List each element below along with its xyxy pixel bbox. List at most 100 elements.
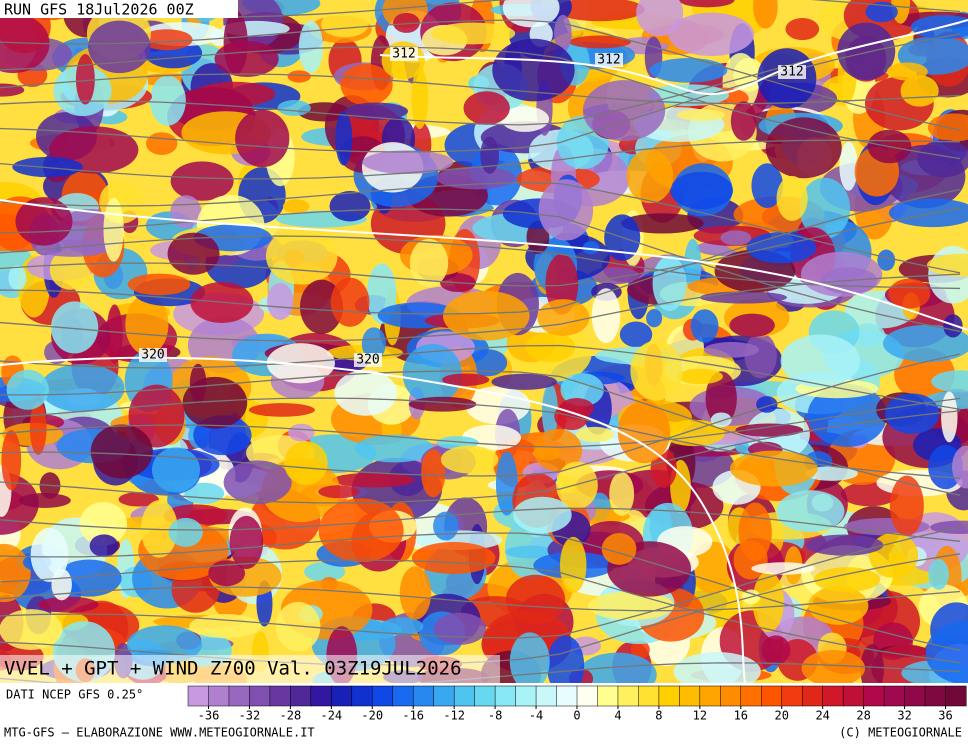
- blob: [569, 35, 631, 49]
- blob: [287, 70, 311, 83]
- streamline: [0, 235, 961, 290]
- blob: [463, 91, 510, 125]
- blob: [380, 617, 424, 636]
- contour-label: 312: [597, 53, 620, 68]
- blob: [329, 191, 371, 222]
- colorbar-tick-label: 12: [693, 709, 707, 723]
- colorbar-swatch: [351, 685, 373, 707]
- blob: [537, 299, 590, 336]
- colorbar-swatch: [945, 685, 967, 707]
- colorbar-swatch: [904, 685, 926, 707]
- blob: [501, 106, 550, 132]
- blob: [6, 369, 49, 410]
- blob: [355, 434, 435, 463]
- streamline: [0, 586, 961, 612]
- blob: [621, 213, 704, 234]
- blob: [525, 332, 576, 363]
- blob: [888, 198, 968, 228]
- blob: [808, 586, 869, 625]
- streamline: [0, 208, 961, 333]
- blob: [409, 238, 449, 288]
- blob: [900, 75, 939, 107]
- colorbar-swatch: [576, 685, 599, 707]
- blob: [223, 460, 292, 505]
- streamline: [0, 139, 961, 180]
- colorbar-swatch: [638, 685, 660, 707]
- colorbar-swatch: [331, 685, 353, 707]
- blob: [591, 288, 621, 344]
- blob: [442, 373, 490, 387]
- blob: [127, 273, 191, 296]
- blob: [344, 102, 409, 120]
- blob: [785, 17, 820, 41]
- contour-label: 312: [392, 47, 415, 62]
- blob: [776, 175, 808, 221]
- blob: [480, 136, 499, 174]
- colorbar-swatch: [412, 685, 435, 707]
- blob: [837, 22, 896, 81]
- blob: [630, 340, 683, 401]
- blob: [51, 301, 99, 354]
- colorbar-swatch: [187, 685, 210, 707]
- blob: [151, 447, 201, 493]
- blob: [15, 197, 73, 246]
- blob: [647, 84, 730, 107]
- streamline: [0, 397, 961, 448]
- blob: [399, 566, 432, 620]
- blob: [335, 111, 353, 166]
- blob: [889, 475, 924, 537]
- colorbar-swatch: [801, 685, 824, 707]
- colorbar-tick-label: 16: [734, 709, 748, 723]
- blob: [208, 560, 246, 587]
- streamline: [0, 188, 961, 315]
- blob: [931, 370, 968, 393]
- streamline: [0, 526, 961, 639]
- blob: [56, 559, 122, 597]
- colorbar-tick-label: -8: [488, 709, 502, 723]
- blob: [88, 20, 151, 74]
- contour-label-bg: [778, 65, 806, 79]
- streamline: [0, 181, 961, 274]
- blob: [925, 620, 968, 683]
- blob: [421, 449, 446, 498]
- blob: [430, 22, 516, 45]
- blob: [189, 614, 262, 639]
- colorbar-swatch: [453, 685, 476, 707]
- streamline: [0, 507, 961, 542]
- blob: [668, 12, 755, 56]
- colorbar-swatch: [883, 685, 906, 707]
- colorbar-tick-label: 4: [614, 709, 621, 723]
- blob: [402, 344, 462, 404]
- blob: [304, 561, 346, 582]
- blob: [361, 327, 386, 360]
- blob: [505, 574, 566, 625]
- colorbar-swatch: [842, 685, 865, 707]
- blob: [103, 197, 124, 262]
- colorbar-swatch: [208, 685, 230, 707]
- blob: [801, 650, 866, 683]
- blob: [670, 171, 734, 210]
- blob: [267, 283, 294, 320]
- colorbar-tick-label: -16: [402, 709, 424, 723]
- colorbar-swatch: [556, 685, 578, 707]
- blob: [318, 498, 404, 563]
- blob: [720, 230, 752, 246]
- blob: [814, 567, 881, 593]
- blob: [40, 364, 125, 413]
- blob: [12, 156, 83, 178]
- blob: [334, 370, 397, 416]
- colorbar-tick-label: -28: [280, 709, 302, 723]
- blob: [282, 199, 310, 214]
- blob: [559, 398, 594, 419]
- blob: [505, 545, 555, 559]
- colorbar-tick-label: -24: [320, 709, 342, 723]
- title: VVEL + GPT + WIND Z700 Val. 03Z19JUL2026: [4, 658, 462, 680]
- blob: [118, 492, 159, 507]
- streamline: [0, 344, 961, 410]
- blob: [575, 426, 614, 443]
- blob: [538, 179, 594, 241]
- blob: [533, 428, 583, 472]
- colorbar-swatch: [228, 685, 250, 707]
- contour-label: 320: [356, 353, 379, 368]
- blob: [235, 109, 290, 168]
